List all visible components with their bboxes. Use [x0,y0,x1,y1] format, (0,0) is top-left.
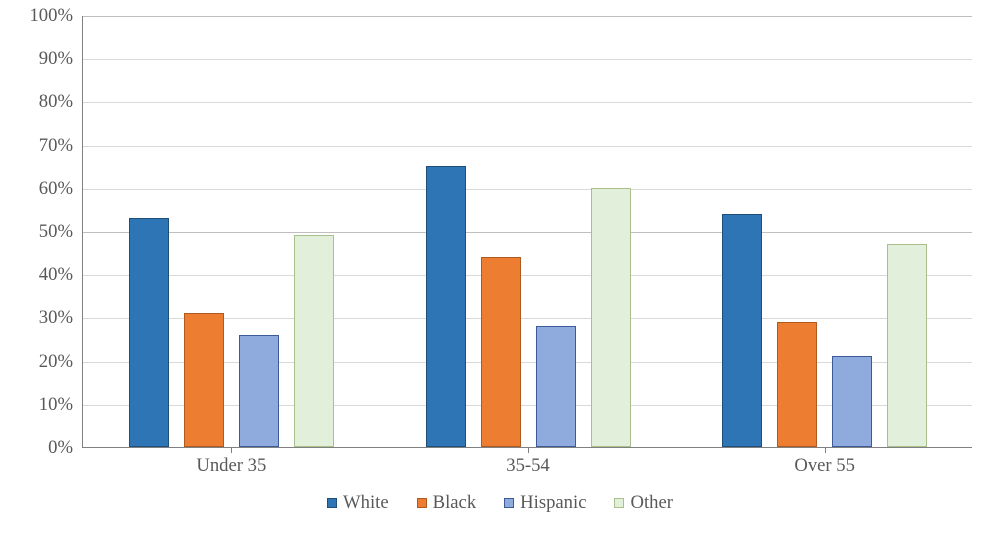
y-axis-tick-label: 50% [39,221,83,243]
y-axis-tick-label: 100% [29,5,83,27]
bar [184,313,224,447]
legend-swatch [327,498,337,508]
legend: White Black Hispanic Other [0,492,1000,514]
bar [591,188,631,447]
legend-label: White [343,492,389,514]
y-axis-tick-label: 80% [39,91,83,113]
bar [722,214,762,447]
legend-item: Other [614,492,672,514]
bar [129,218,169,447]
bar [294,235,334,447]
gridline [83,232,972,233]
gridline [83,189,972,190]
bar [777,322,817,447]
y-axis-tick-label: 0% [48,437,83,459]
bar [536,326,576,447]
bar [426,166,466,447]
legend-label: Black [433,492,477,514]
legend-label: Hispanic [520,492,586,514]
x-axis-category-label: Under 35 [196,447,266,477]
gridline [83,59,972,60]
y-axis-tick-label: 90% [39,48,83,70]
x-axis-category-label: Over 55 [794,447,855,477]
bar [832,356,872,447]
bar [887,244,927,447]
legend-item: White [327,492,389,514]
y-axis-tick-label: 40% [39,264,83,286]
x-axis-category-label: 35-54 [506,447,550,477]
plot-area: 0%10%20%30%40%50%60%70%80%90%100%Under 3… [82,16,972,448]
y-axis-tick-label: 10% [39,394,83,416]
gridline [83,16,972,17]
legend-label: Other [630,492,672,514]
grouped-bar-chart: 0% 10% 20% 30% 40% 50% 60% 70% 80% 90% 100% Under 3… [0,0,1000,536]
y-axis-tick-label: 20% [39,351,83,373]
legend-swatch [417,498,427,508]
legend-swatch [614,498,624,508]
gridline [83,275,972,276]
bar [239,335,279,447]
legend-item: Hispanic [504,492,586,514]
legend-item: Black [417,492,477,514]
legend-swatch [504,498,514,508]
gridline [83,146,972,147]
bar [481,257,521,447]
y-axis-tick-label: 60% [39,178,83,200]
gridline [83,102,972,103]
y-axis-tick-label: 30% [39,307,83,329]
y-axis-tick-label: 70% [39,135,83,157]
